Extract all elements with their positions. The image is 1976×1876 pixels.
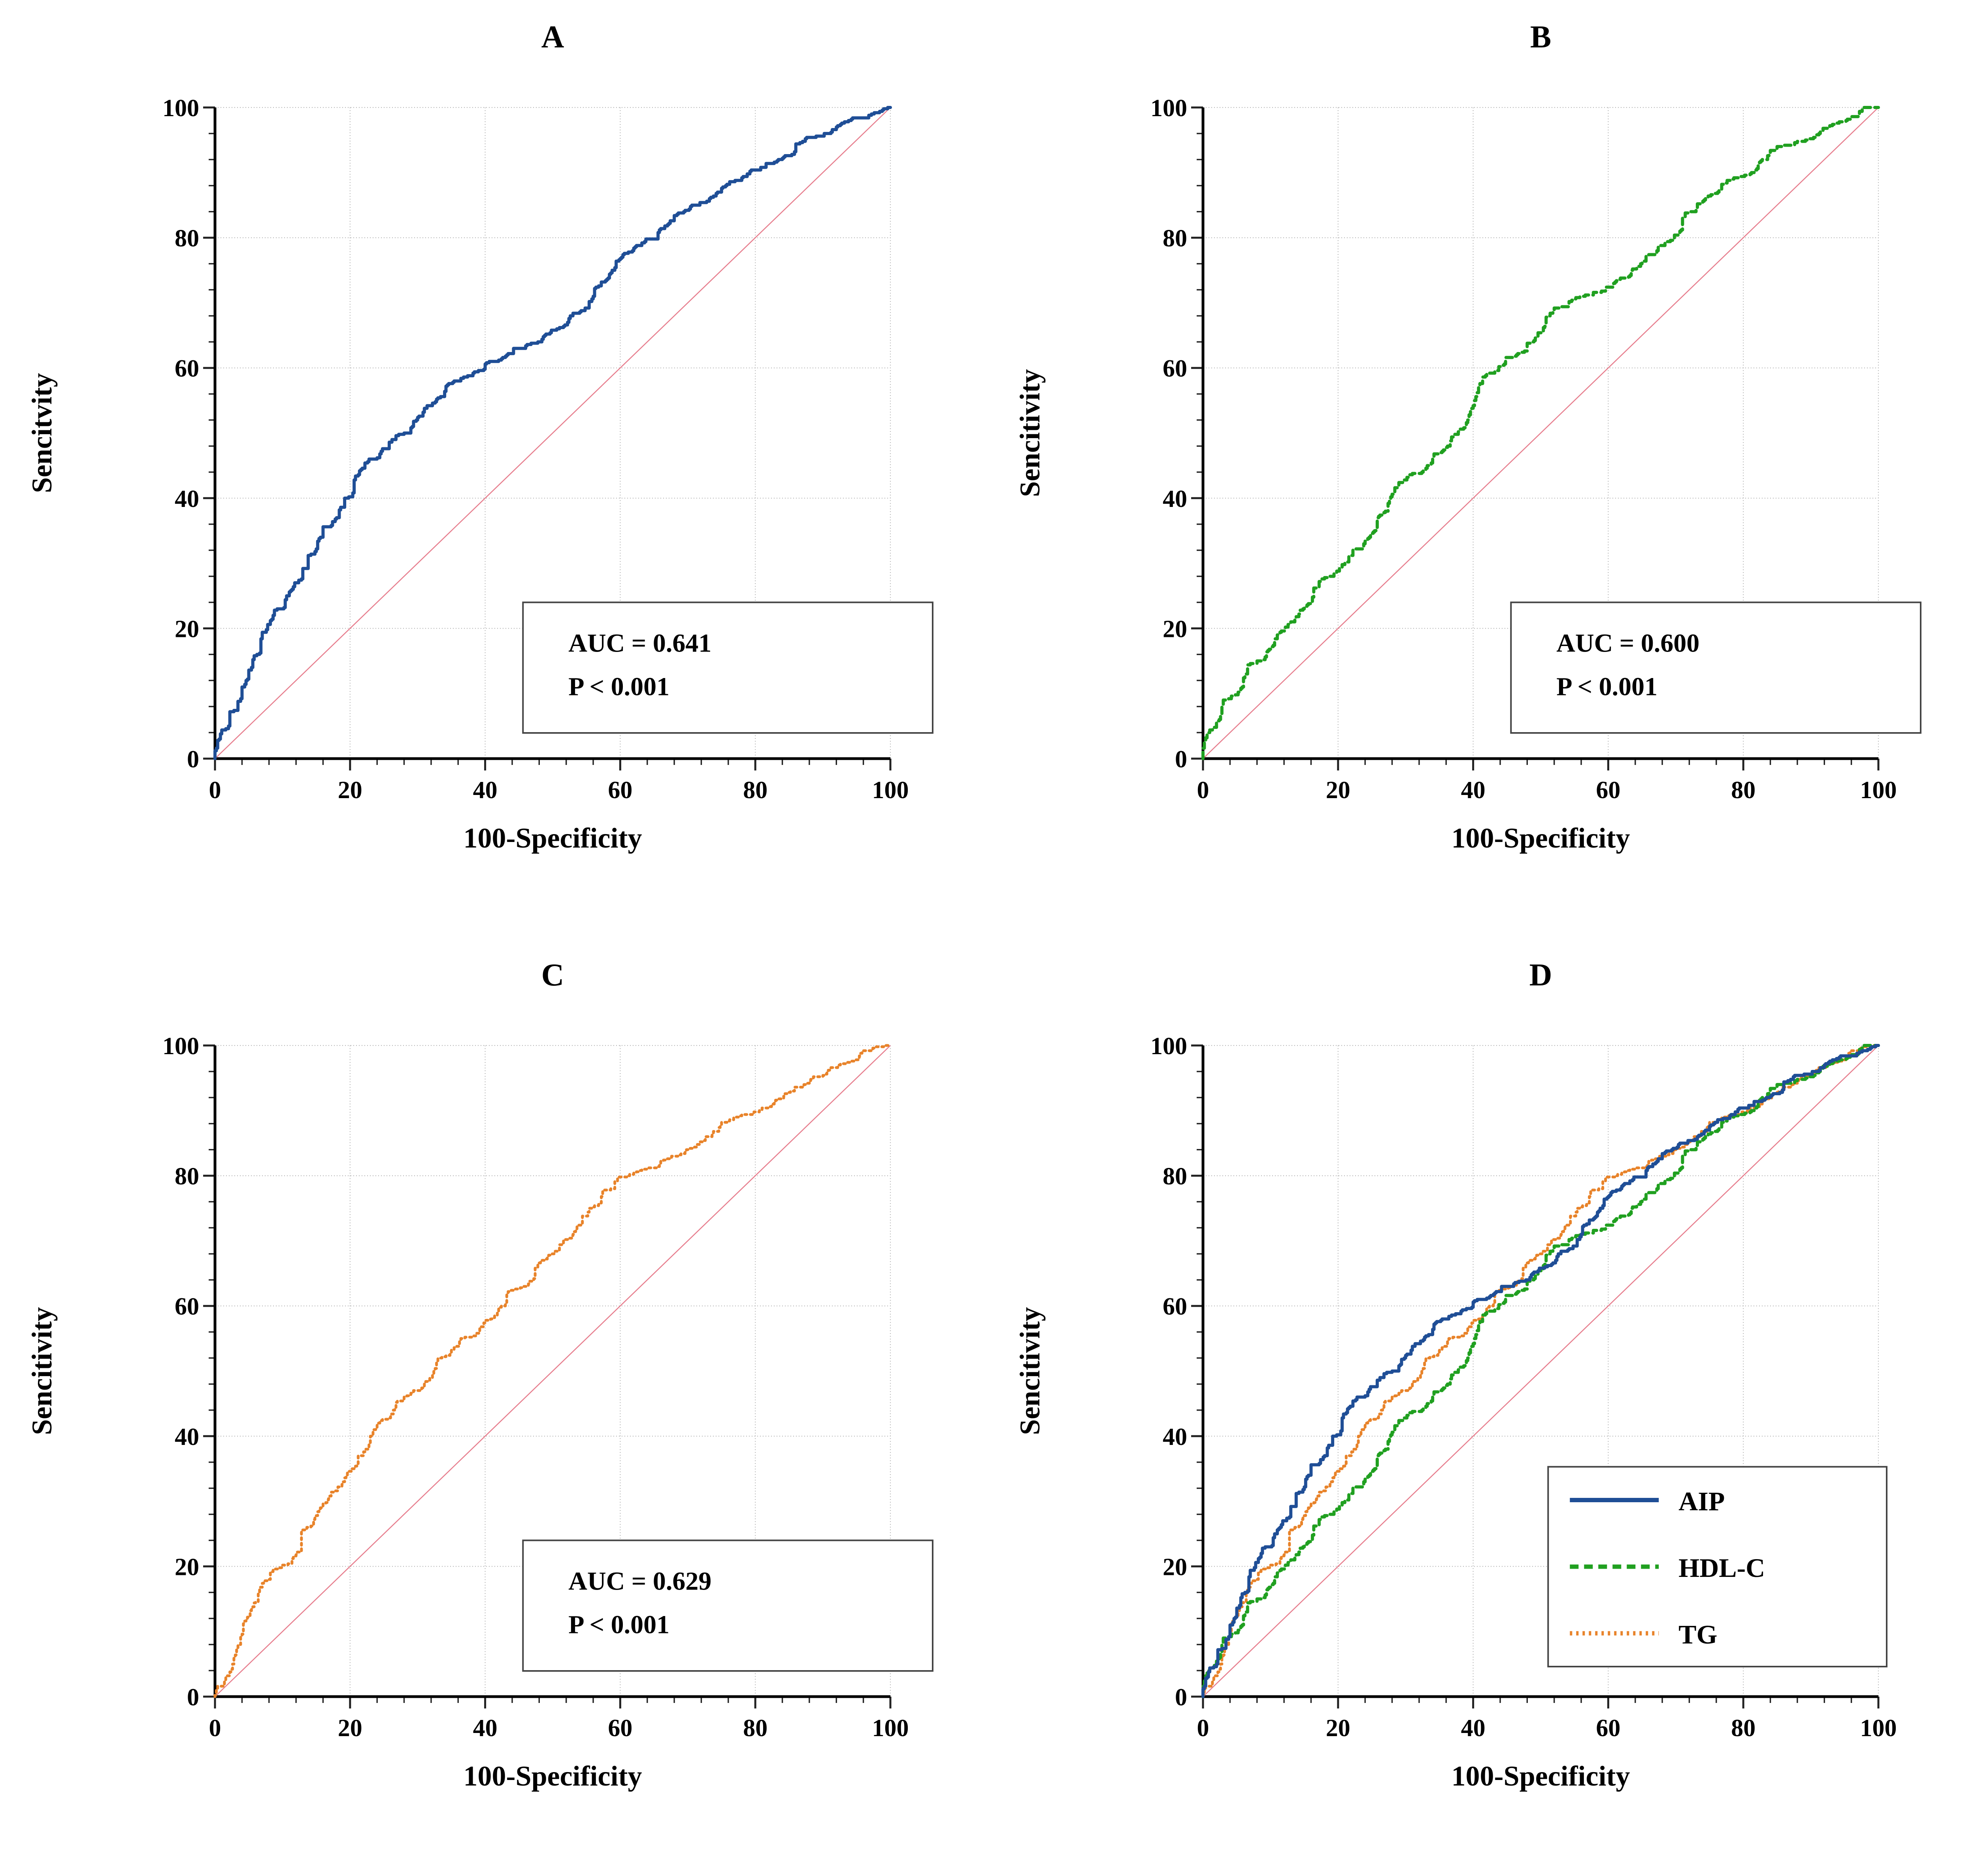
svg-text:0: 0 <box>1197 777 1209 804</box>
svg-text:100: 100 <box>872 777 909 804</box>
svg-text:100-Specificity: 100-Specificity <box>464 1760 642 1792</box>
svg-text:80: 80 <box>1731 777 1755 804</box>
svg-text:Sencitvity: Sencitvity <box>26 373 58 493</box>
svg-text:AUC = 0.641: AUC = 0.641 <box>568 629 711 658</box>
svg-text:60: 60 <box>1596 1715 1620 1742</box>
svg-text:P < 0.001: P < 0.001 <box>568 1610 669 1639</box>
svg-text:20: 20 <box>175 616 199 642</box>
svg-text:40: 40 <box>175 486 199 512</box>
svg-text:0: 0 <box>1175 1684 1187 1711</box>
svg-text:0: 0 <box>209 777 221 804</box>
svg-text:100: 100 <box>1150 95 1187 122</box>
svg-text:AIP: AIP <box>1678 1486 1725 1516</box>
svg-text:100: 100 <box>162 1033 199 1060</box>
svg-text:A: A <box>541 20 564 55</box>
svg-text:P < 0.001: P < 0.001 <box>1556 672 1657 701</box>
svg-text:0: 0 <box>187 1684 199 1711</box>
svg-text:60: 60 <box>608 777 632 804</box>
svg-text:Sencitivity: Sencitivity <box>1014 369 1046 497</box>
svg-text:80: 80 <box>175 225 199 252</box>
svg-text:0: 0 <box>187 746 199 773</box>
svg-text:40: 40 <box>1163 486 1187 512</box>
svg-text:40: 40 <box>1163 1424 1187 1450</box>
svg-text:HDL-C: HDL-C <box>1678 1553 1765 1583</box>
svg-text:20: 20 <box>175 1554 199 1580</box>
svg-text:60: 60 <box>1596 777 1620 804</box>
svg-text:80: 80 <box>1163 225 1187 252</box>
svg-text:0: 0 <box>209 1715 221 1742</box>
svg-text:D: D <box>1529 958 1552 993</box>
svg-text:60: 60 <box>1163 355 1187 382</box>
svg-text:80: 80 <box>743 1715 767 1742</box>
svg-text:60: 60 <box>608 1715 632 1742</box>
svg-text:TG: TG <box>1678 1620 1717 1650</box>
svg-text:Sencitivity: Sencitivity <box>26 1307 58 1435</box>
svg-text:80: 80 <box>1731 1715 1755 1742</box>
svg-text:20: 20 <box>338 777 362 804</box>
svg-text:P < 0.001: P < 0.001 <box>568 672 669 701</box>
svg-text:40: 40 <box>1461 1715 1486 1742</box>
svg-text:AUC = 0.629: AUC = 0.629 <box>568 1567 711 1596</box>
svg-text:40: 40 <box>473 1715 498 1742</box>
svg-text:100: 100 <box>1860 777 1897 804</box>
svg-text:0: 0 <box>1175 746 1187 773</box>
svg-text:100: 100 <box>162 95 199 122</box>
svg-text:Sencitivity: Sencitivity <box>1014 1307 1046 1435</box>
svg-text:80: 80 <box>175 1163 199 1190</box>
svg-text:100-Specificity: 100-Specificity <box>464 822 642 854</box>
svg-text:B: B <box>1530 20 1551 55</box>
svg-text:40: 40 <box>1461 777 1486 804</box>
svg-text:20: 20 <box>1326 777 1350 804</box>
svg-text:60: 60 <box>1163 1293 1187 1320</box>
svg-text:100-Specificity: 100-Specificity <box>1452 822 1630 854</box>
svg-text:20: 20 <box>1163 1554 1187 1580</box>
svg-text:80: 80 <box>1163 1163 1187 1190</box>
svg-text:40: 40 <box>473 777 498 804</box>
svg-text:100: 100 <box>1860 1715 1897 1742</box>
svg-text:20: 20 <box>1163 616 1187 642</box>
svg-text:60: 60 <box>175 1293 199 1320</box>
svg-text:100-Specificity: 100-Specificity <box>1452 1760 1630 1792</box>
svg-text:80: 80 <box>743 777 767 804</box>
svg-text:40: 40 <box>175 1424 199 1450</box>
svg-text:20: 20 <box>1326 1715 1350 1742</box>
svg-text:C: C <box>541 958 564 993</box>
svg-text:100: 100 <box>1150 1033 1187 1060</box>
svg-text:20: 20 <box>338 1715 362 1742</box>
svg-text:0: 0 <box>1197 1715 1209 1742</box>
svg-text:AUC = 0.600: AUC = 0.600 <box>1556 629 1699 658</box>
svg-text:100: 100 <box>872 1715 909 1742</box>
svg-text:60: 60 <box>175 355 199 382</box>
